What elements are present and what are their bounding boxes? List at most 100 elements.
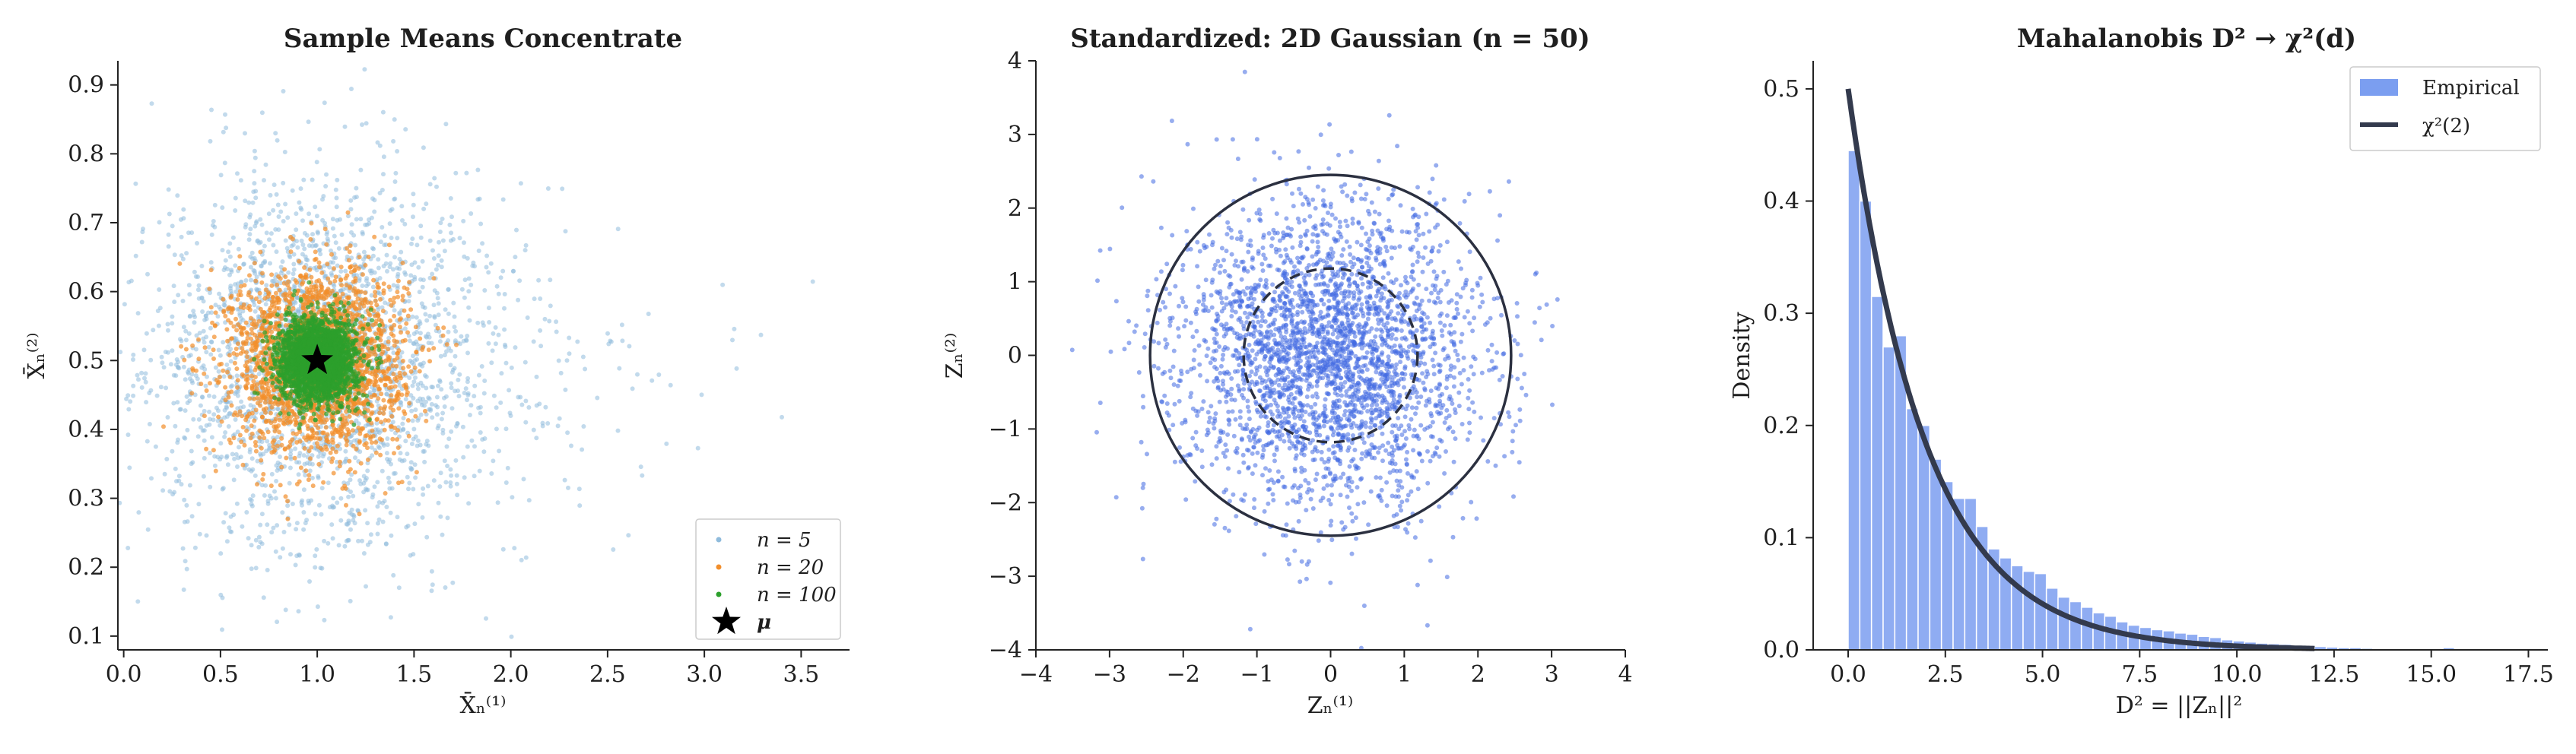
scatter-point <box>209 435 214 440</box>
scatter-point <box>237 254 243 259</box>
scatter-point <box>213 310 218 315</box>
scatter-point <box>567 351 572 356</box>
scatter-point <box>135 372 140 378</box>
scatter-point <box>394 398 399 403</box>
scatter-point <box>344 456 349 461</box>
scatter-point <box>448 467 453 472</box>
scatter-point <box>329 273 335 278</box>
scatter-point <box>285 283 291 288</box>
scatter-point <box>229 310 234 315</box>
scatter-point <box>243 278 249 283</box>
scatter-point <box>400 358 405 363</box>
scatter-point <box>330 536 335 541</box>
scatter-point <box>472 383 478 388</box>
scatter-point <box>387 242 392 248</box>
scatter-point <box>124 396 129 401</box>
scatter-point <box>449 381 454 386</box>
scatter-point <box>214 378 219 383</box>
scatter-point <box>240 524 245 529</box>
scatter-point <box>361 257 366 262</box>
scatter-point <box>294 295 300 300</box>
scatter-point <box>273 417 278 421</box>
scatter-point <box>364 584 368 589</box>
scatter-point <box>382 427 387 432</box>
scatter-point <box>523 242 529 248</box>
scatter-point <box>202 438 207 443</box>
scatter-point <box>554 319 559 325</box>
scatter-point <box>294 432 299 437</box>
scatter-point <box>367 221 372 226</box>
scatter-point <box>353 242 358 248</box>
scatter-point <box>273 549 278 554</box>
scatter-point <box>220 248 225 253</box>
scatter-point <box>300 242 306 247</box>
scatter-point <box>348 265 353 270</box>
scatter-point <box>395 274 400 279</box>
scatter-point <box>254 360 259 366</box>
scatter-point <box>449 429 454 434</box>
scatter-point <box>170 348 175 353</box>
scatter-point <box>193 373 199 379</box>
scatter-point <box>184 566 189 572</box>
scatter-point <box>213 303 218 308</box>
scatter-point <box>370 492 376 497</box>
scatter-point <box>435 296 440 301</box>
scatter-point <box>233 282 238 287</box>
scatter-point <box>348 439 354 445</box>
scatter-point <box>227 525 232 531</box>
scatter-point <box>164 457 170 461</box>
scatter-point <box>367 540 373 545</box>
panel-sample-means: Sample Means Concentrate 0.0 0.5 1.0 1.5 2.0… <box>23 24 850 719</box>
scatter-point <box>303 473 308 478</box>
scatter-point <box>464 170 469 176</box>
scatter-point <box>156 323 161 328</box>
scatter-point <box>294 227 299 233</box>
scatter-point <box>357 255 362 260</box>
scatter-point <box>316 230 320 236</box>
scatter-point <box>242 442 247 448</box>
scatter-point <box>399 204 405 209</box>
scatter-point <box>181 207 186 212</box>
scatter-point <box>454 423 459 429</box>
scatter-point <box>258 451 263 457</box>
scatter-point <box>484 265 489 270</box>
scatter-point <box>280 546 285 551</box>
scatter-point <box>276 214 281 219</box>
scatter-point <box>411 379 417 385</box>
scatter-point <box>320 197 325 202</box>
scatter-point <box>479 364 484 369</box>
scatter-point <box>370 196 375 201</box>
scatter-point <box>167 211 172 217</box>
scatter-point <box>259 541 265 546</box>
scatter-point <box>281 401 286 406</box>
scatter-point <box>233 347 239 351</box>
scatter-point <box>211 417 216 423</box>
scatter-point <box>391 350 396 356</box>
scatter-point <box>416 502 421 507</box>
scatter-point <box>317 265 322 270</box>
scatter-point <box>348 477 353 483</box>
scatter-point <box>338 265 344 270</box>
scatter-point <box>408 369 414 374</box>
scatter-point <box>158 385 164 390</box>
scatter-point <box>475 167 481 173</box>
scatter-point <box>317 247 322 252</box>
scatter-point <box>240 462 246 467</box>
scatter-point <box>291 267 297 272</box>
scatter-point <box>204 350 209 355</box>
scatter-point <box>279 442 284 448</box>
scatter-point <box>221 296 226 302</box>
scatter-point <box>193 347 199 352</box>
scatter-point <box>429 588 434 594</box>
scatter-point <box>453 458 459 463</box>
scatter-point <box>181 364 186 369</box>
scatter-point <box>386 475 391 480</box>
scatter-point <box>489 360 494 366</box>
scatter-point <box>417 369 422 374</box>
scatter-point <box>192 269 197 274</box>
scatter-point <box>445 464 450 468</box>
scatter-point <box>240 413 245 419</box>
scatter-point <box>281 180 286 185</box>
scatter-point <box>191 312 196 318</box>
scatter-point <box>510 268 516 274</box>
